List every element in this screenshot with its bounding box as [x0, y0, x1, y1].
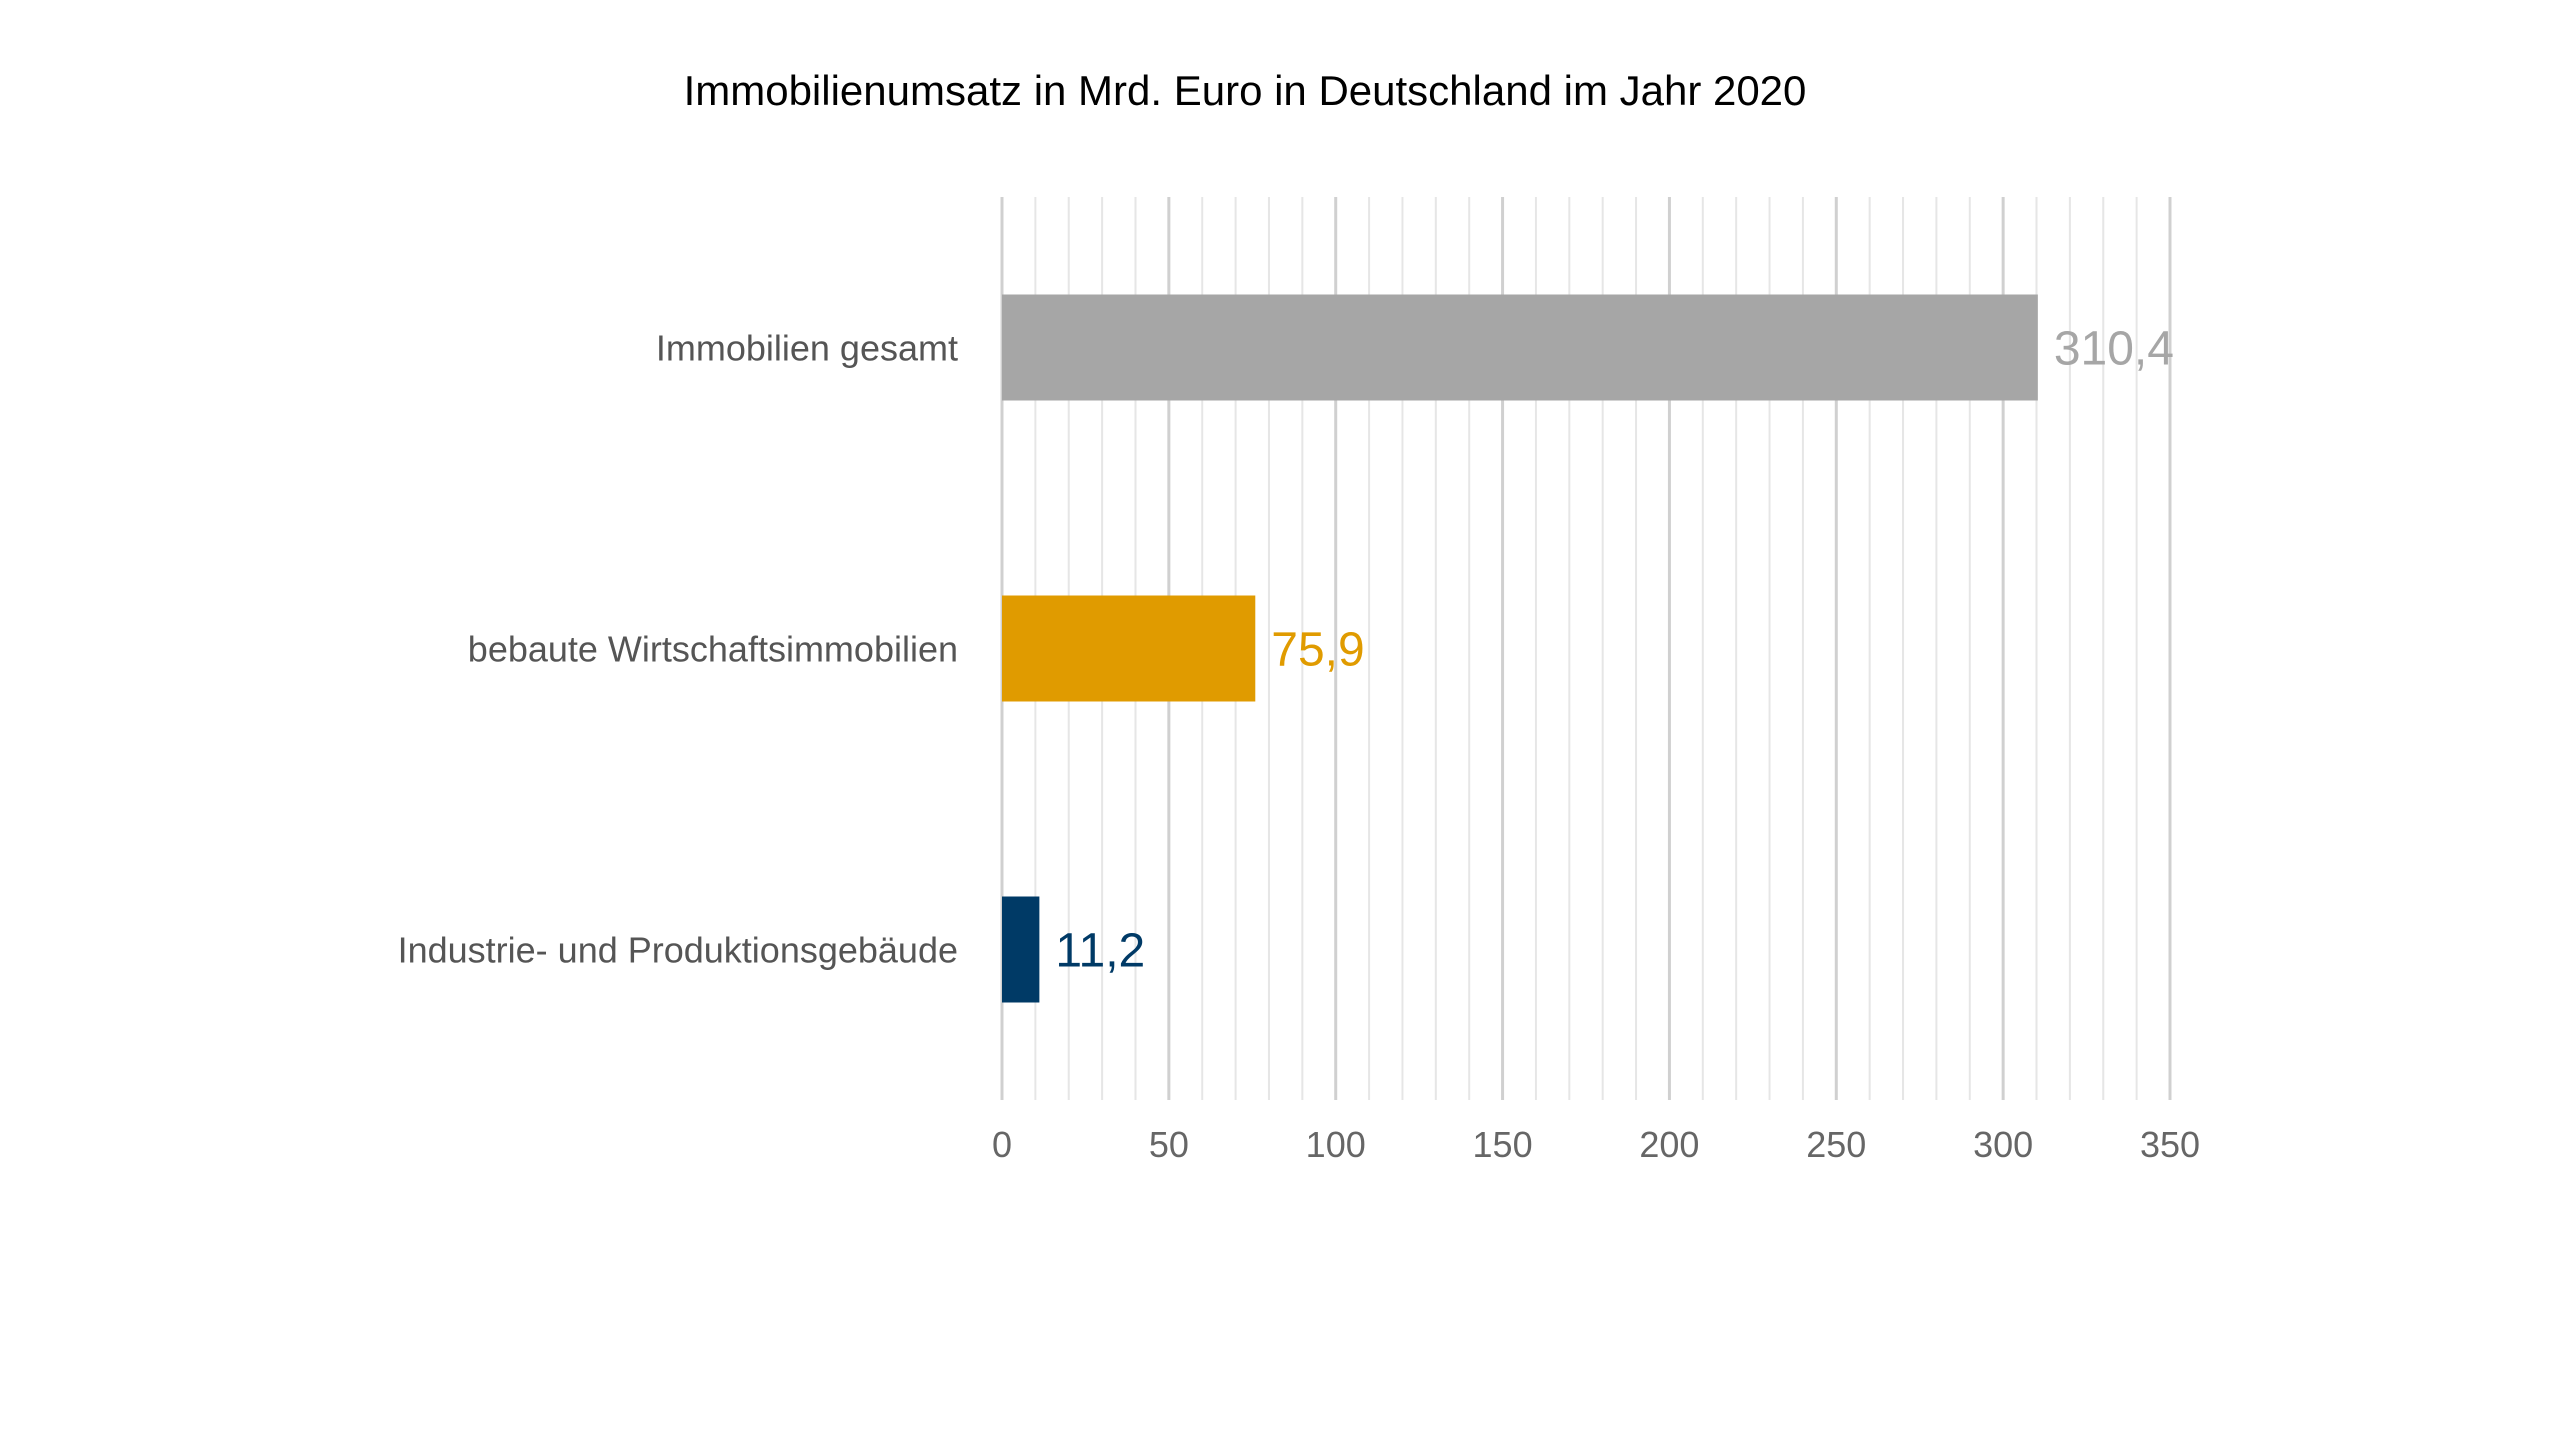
category-label: bebaute Wirtschaftsimmobilien [468, 629, 958, 670]
x-tick-label: 200 [1639, 1124, 1699, 1165]
x-tick-label: 250 [1806, 1124, 1866, 1165]
x-tick-label: 300 [1973, 1124, 2033, 1165]
category-label: Immobilien gesamt [656, 328, 958, 369]
x-tick-label: 350 [2140, 1124, 2200, 1165]
x-tick-labels: 0 50 100 150 200 250 300 350 [992, 1124, 2200, 1165]
category-label: Industrie- und Produktionsgebäude [398, 930, 958, 971]
chart-title: Immobilienumsatz in Mrd. Euro in Deutsch… [684, 67, 1807, 114]
data-label: 75,9 [1271, 624, 1364, 677]
value-labels: 310,4 75,9 11,2 [1055, 323, 2174, 978]
bar [1002, 294, 2038, 401]
bar [1002, 896, 1040, 1003]
x-tick-label: 150 [1473, 1124, 1533, 1165]
category-labels: Immobilien gesamt bebaute Wirtschaftsimmo… [398, 328, 958, 971]
bar [1002, 595, 1256, 702]
x-tick-label: 100 [1306, 1124, 1366, 1165]
x-tick-label: 0 [992, 1124, 1012, 1165]
data-label: 310,4 [2054, 323, 2174, 376]
x-tick-label: 50 [1149, 1124, 1189, 1165]
bars [1002, 294, 2038, 1003]
data-label: 11,2 [1055, 925, 1145, 978]
